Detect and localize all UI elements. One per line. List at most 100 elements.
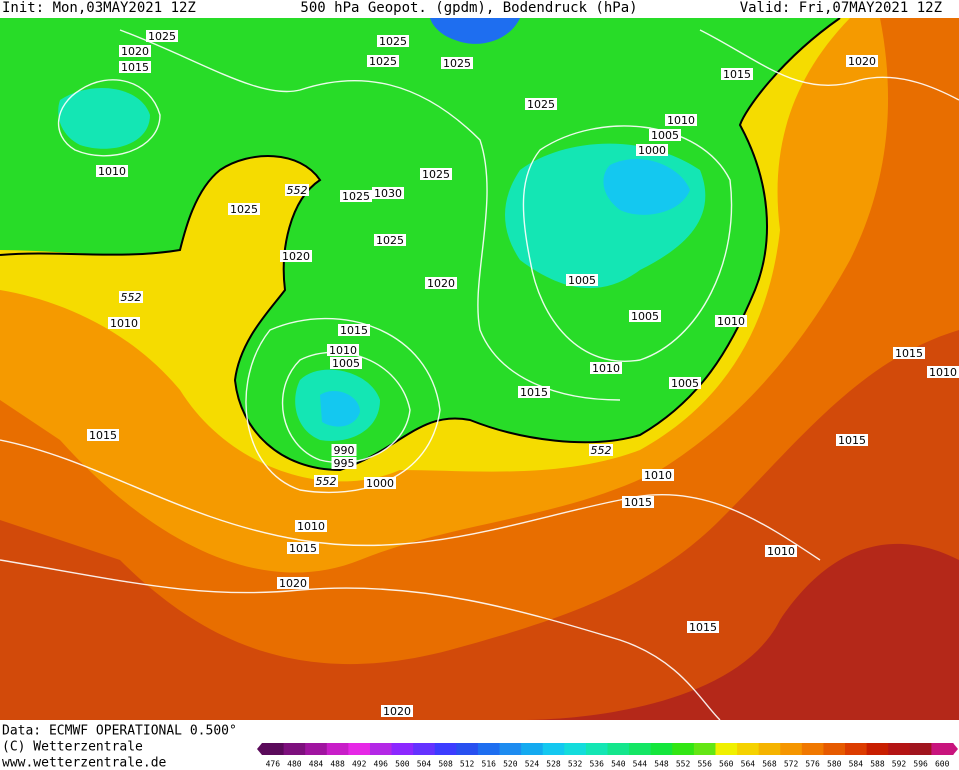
isobar-label: 1030 (374, 187, 402, 200)
height-label-box (314, 475, 338, 487)
isobar-label-box (277, 577, 309, 589)
height-label-box (589, 444, 613, 456)
colorbar-swatch (780, 743, 803, 755)
colorbar-swatch (262, 743, 285, 755)
isobar-label-box (327, 344, 359, 356)
colorbar-swatch (715, 743, 738, 755)
colorbar-label: 500 (395, 760, 410, 769)
isobar-label: 1015 (89, 429, 117, 442)
isobar-label-box (331, 444, 357, 456)
colorbar-swatch (348, 743, 371, 755)
colorbar-label: 564 (741, 760, 756, 769)
colorbar-label: 488 (330, 760, 345, 769)
copyright: (C) Wetterzentrale (2, 740, 143, 755)
colorbar-arrow-left (257, 743, 262, 755)
isobar-label: 1025 (342, 190, 370, 203)
colorbar-label: 504 (417, 760, 432, 769)
isobar-label: 1020 (427, 277, 455, 290)
colorbar-label: 592 (892, 760, 907, 769)
colorbar-label: 512 (460, 760, 475, 769)
isobar-label-box (108, 317, 140, 329)
isobar-label-box (525, 98, 557, 110)
colorbar-swatch (434, 743, 457, 755)
isobar-label: 1010 (717, 315, 745, 328)
colorbar-swatch (391, 743, 414, 755)
colorbar-label: 508 (438, 760, 453, 769)
isobar-label: 990 (334, 444, 355, 457)
isobar-label-box (331, 457, 357, 469)
colorbar-swatch (888, 743, 911, 755)
isobar-label-box (566, 274, 598, 286)
isobar-label-box (649, 129, 681, 141)
isobar-label: 1020 (121, 45, 149, 58)
isobar-label-box (377, 35, 409, 47)
isobar-label-box (425, 277, 457, 289)
colorbar-swatch (758, 743, 781, 755)
isobar-label-box (441, 57, 473, 69)
colorbar-swatch (585, 743, 608, 755)
isobar-label: 1015 (723, 68, 751, 81)
isobar-label: 1015 (121, 61, 149, 74)
colorbar-label: 572 (784, 760, 799, 769)
colorbar-swatch (801, 743, 824, 755)
isobar-label-box (96, 165, 128, 177)
colorbar-swatch (672, 743, 695, 755)
isobar-label: 1010 (98, 165, 126, 178)
colorbar-swatch (305, 743, 328, 755)
isobar-label: 1005 (651, 129, 679, 142)
colorbar-label: 596 (913, 760, 928, 769)
isobar-label-box (765, 545, 797, 557)
isobar-label-box (295, 520, 327, 532)
colorbar-swatch (542, 743, 565, 755)
isobar-label-box (518, 386, 550, 398)
isobar-label-box (420, 168, 452, 180)
isobar-label: 1015 (289, 542, 317, 555)
isobar-label-box (119, 61, 151, 73)
isobar (0, 559, 721, 721)
colorbar-label: 496 (374, 760, 389, 769)
colorbar-label: 492 (352, 760, 367, 769)
isobar-label: 1025 (527, 98, 555, 111)
height-label: 552 (591, 444, 612, 457)
isobar-label-box (669, 377, 701, 389)
isobar-label-box (330, 357, 362, 369)
isobar-label: 1005 (671, 377, 699, 390)
isobar-label-box (119, 45, 151, 57)
isobar-label: 1010 (297, 520, 325, 533)
low-north (430, 18, 520, 44)
height-label-box (285, 184, 309, 196)
isobar-label-box (629, 310, 661, 322)
isobar-label: 1015 (340, 324, 368, 337)
map-title: 500 hPa Geopot. (gpdm), Bodendruck (hPa) (300, 0, 637, 16)
colorbar-swatch (909, 743, 932, 755)
valid-time: Valid: Fri,07MAY2021 12Z (740, 0, 942, 16)
isobar-label-box (367, 55, 399, 67)
field-548 (0, 18, 840, 470)
colorbar-swatch (866, 743, 889, 755)
colorbar-label: 516 (482, 760, 497, 769)
isobar-label: 1025 (379, 35, 407, 48)
isobar (281, 351, 411, 464)
isobar-label: 1025 (376, 234, 404, 247)
colorbar-swatch (499, 743, 522, 755)
isobar (119, 29, 621, 401)
colorbar-swatch (845, 743, 868, 755)
height-label: 552 (287, 184, 308, 197)
isobar-label-box (374, 234, 406, 246)
colorbar-label: 476 (266, 760, 281, 769)
colorbar-label: 560 (719, 760, 734, 769)
isobar-label-box (715, 315, 747, 327)
isobar-label: 1015 (689, 621, 717, 634)
colorbar-swatch (326, 743, 349, 755)
isobar-label-box (622, 496, 654, 508)
colorbar-label: 552 (676, 760, 691, 769)
low-core (603, 159, 690, 215)
isobar-label-box (893, 347, 925, 359)
isobar-label: 1015 (624, 496, 652, 509)
isobar-label-box (364, 477, 396, 489)
isobar-label-box (846, 55, 878, 67)
colorbar-label: 540 (611, 760, 626, 769)
isobar-label-box (927, 366, 959, 378)
isobar-label-box (636, 144, 668, 156)
